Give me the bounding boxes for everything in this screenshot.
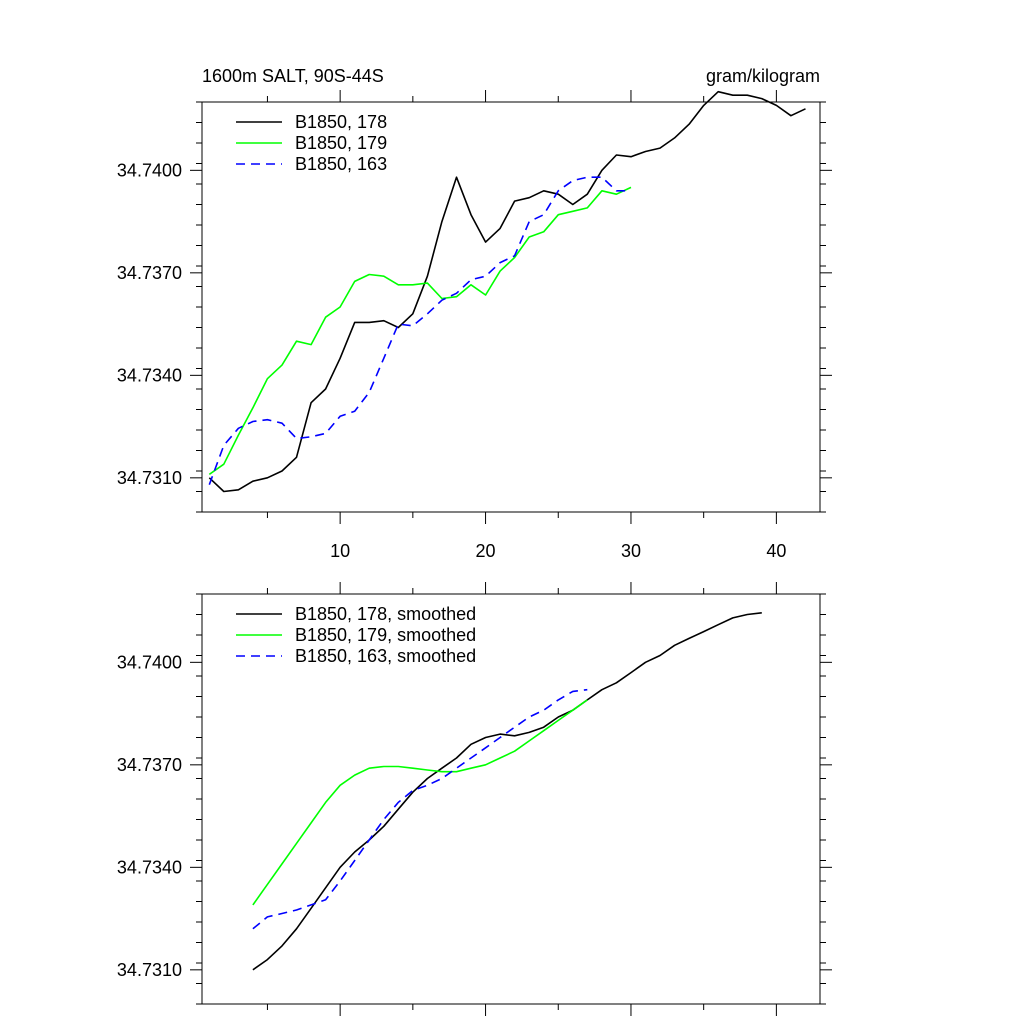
bottom-panel-smoothed-series: 34.7310 34.7340 34.7370 34.7400 B1850, 1… xyxy=(117,582,832,1016)
top-panel-raw-series: 1600m SALT, 90S-44S gram/kilogram 34.731… xyxy=(117,66,832,561)
legend-label: B1850, 179, smoothed xyxy=(295,625,476,645)
y-tick-label: 34.7400 xyxy=(117,652,182,672)
legend-label: B1850, 163 xyxy=(295,154,387,174)
series-line-1 xyxy=(252,612,762,971)
legend-label: B1850, 179 xyxy=(295,133,387,153)
legend: B1850, 178 B1850, 179 B1850, 163 xyxy=(236,112,387,174)
x-tick-label: 40 xyxy=(766,541,786,561)
series-line-2 xyxy=(208,186,632,476)
legend-label: B1850, 163, smoothed xyxy=(295,646,476,666)
y-tick-label: 34.7310 xyxy=(117,468,182,488)
legend-label: B1850, 178, smoothed xyxy=(295,604,476,624)
axis-ticks xyxy=(190,90,832,524)
series-line-3 xyxy=(208,176,631,485)
y-tick-label: 34.7310 xyxy=(117,960,182,980)
y-tick-label: 34.7340 xyxy=(117,857,182,877)
x-tick-label: 30 xyxy=(621,541,641,561)
series-line-1 xyxy=(208,90,806,493)
series-line-3 xyxy=(252,688,588,930)
legend-label: B1850, 178 xyxy=(295,112,387,132)
series-line-2 xyxy=(252,699,588,906)
y-tick-labels: 34.7310 34.7340 34.7370 34.7400 xyxy=(117,160,182,488)
chart-units: gram/kilogram xyxy=(706,66,820,86)
chart-title: 1600m SALT, 90S-44S xyxy=(202,66,384,86)
axis-ticks xyxy=(190,582,832,1016)
y-tick-label: 34.7400 xyxy=(117,160,182,180)
y-tick-label: 34.7370 xyxy=(117,755,182,775)
series-lines xyxy=(252,612,762,971)
y-tick-labels: 34.7310 34.7340 34.7370 34.7400 xyxy=(117,652,182,980)
y-tick-label: 34.7340 xyxy=(117,365,182,385)
x-tick-labels: 10 20 30 40 xyxy=(330,541,786,561)
y-tick-label: 34.7370 xyxy=(117,263,182,283)
legend: B1850, 178, smoothed B1850, 179, smoothe… xyxy=(236,604,476,666)
x-tick-label: 20 xyxy=(476,541,496,561)
series-lines xyxy=(208,90,806,493)
x-tick-label: 10 xyxy=(330,541,350,561)
